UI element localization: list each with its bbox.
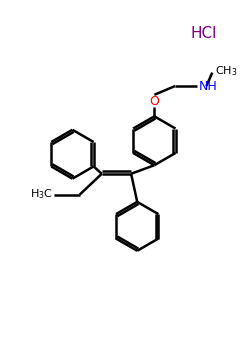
Text: H$_3$C: H$_3$C: [30, 188, 53, 202]
Text: CH$_3$: CH$_3$: [215, 64, 237, 78]
Text: O: O: [150, 95, 159, 108]
Text: NH: NH: [199, 79, 218, 92]
Text: HCl: HCl: [190, 26, 216, 41]
